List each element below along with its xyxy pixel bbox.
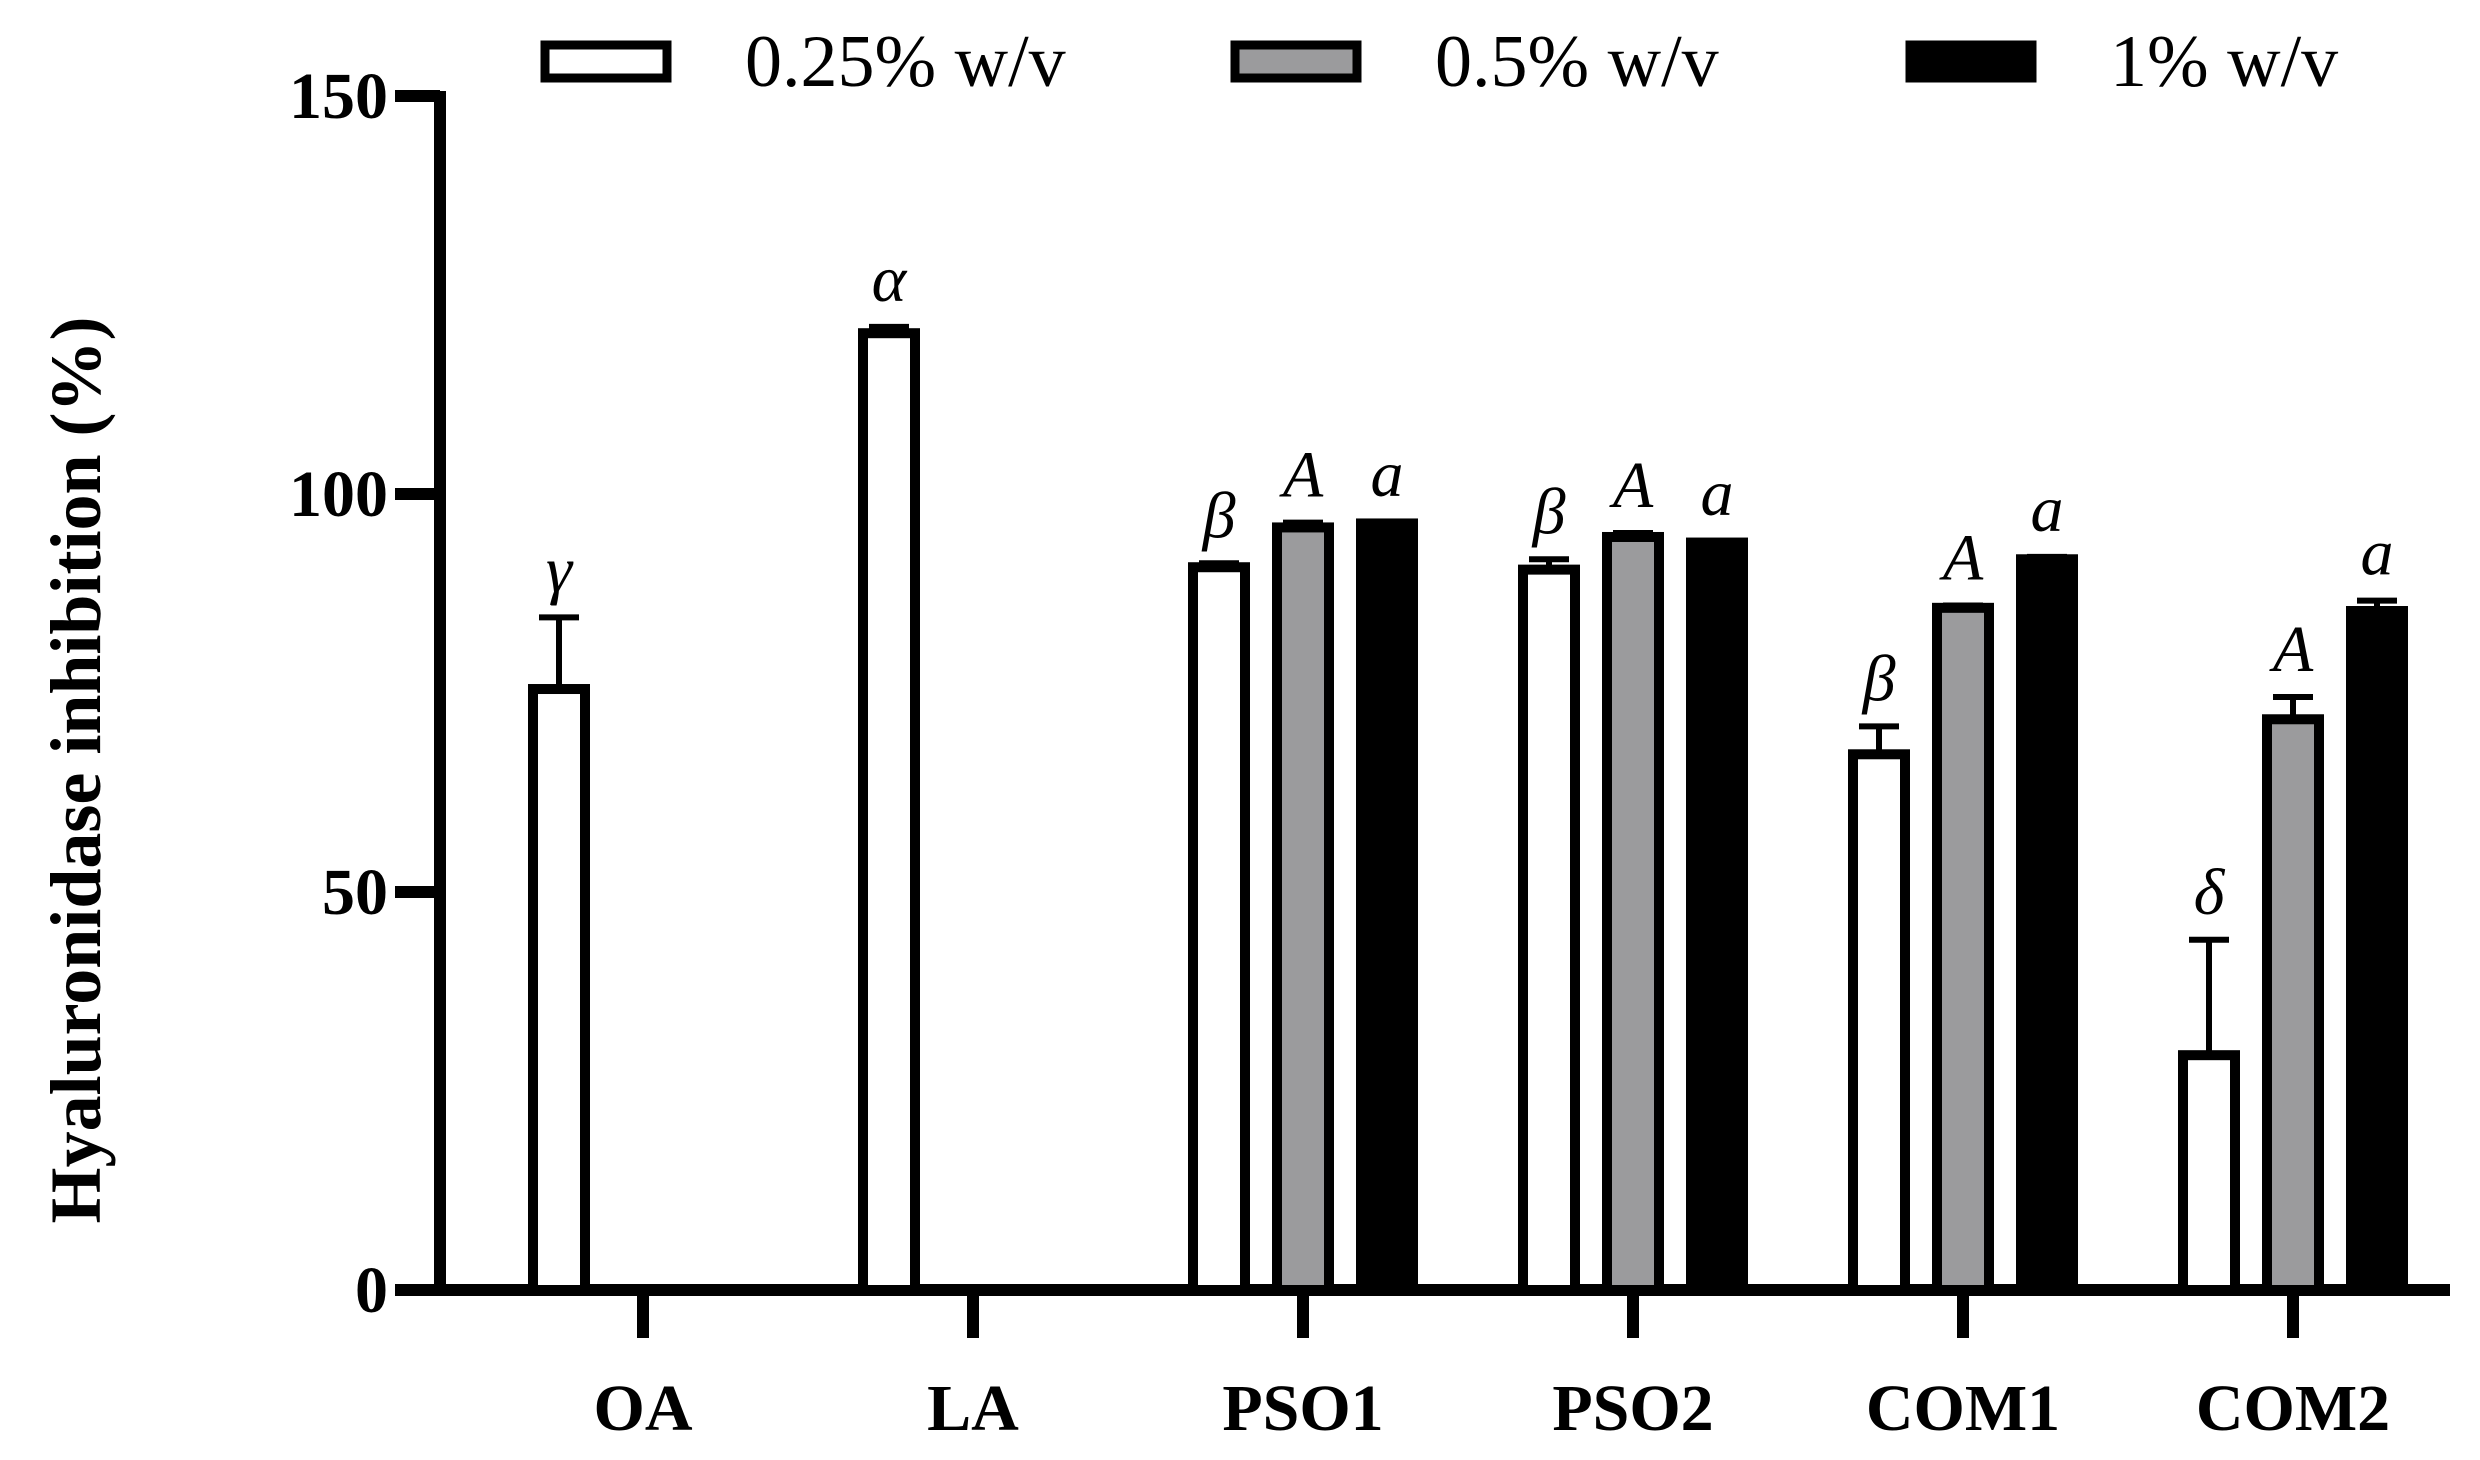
legend: 0.25% w/v 0.5% w/v 1% w/v [540, 21, 2338, 103]
bar-pso2-s3 [1686, 537, 1748, 1295]
legend-label-s1: 0.25% w/v [745, 21, 1066, 103]
sig-label-pso1-s3: a [1371, 438, 1404, 511]
bar-com2-s2 [2262, 714, 2324, 1295]
sig-label-pso2-s3: a [1701, 457, 1734, 530]
bar-pso1-s2 [1272, 522, 1334, 1295]
sig-label-com1-s3: a [2031, 473, 2064, 546]
sig-label-pso2-s1: β [1531, 475, 1566, 548]
y-tick-label-150: 150 [289, 60, 388, 133]
x-tick-label-oa: OA [594, 1372, 693, 1445]
bar-com1-s1 [1848, 749, 1910, 1295]
legend-swatch-s2 [1230, 40, 1362, 83]
sig-label-oa-s1: γ [546, 533, 574, 606]
bar-com1-s2 [1932, 602, 1994, 1295]
sig-label-com2-s3: a [2361, 517, 2394, 590]
y-tick-label-50: 50 [322, 856, 388, 929]
bar-pso2-s1 [1518, 564, 1580, 1295]
bar-com1-s3 [2016, 554, 2078, 1295]
bar-pso2-s2 [1602, 531, 1664, 1295]
bar-pso1-s1 [1188, 562, 1250, 1295]
x-tick-label-com2: COM2 [2196, 1372, 2390, 1445]
y-axis-title: Hyaluronidase inhibition (%) [36, 317, 116, 1224]
sig-label-la-s1: α [872, 243, 908, 316]
x-tick-label-la: LA [927, 1372, 1019, 1445]
legend-swatch-s3 [1905, 40, 2037, 83]
bar-com2-s1 [2178, 1050, 2240, 1296]
y-tick-label-100: 100 [289, 458, 388, 531]
x-tick-label-pso2: PSO2 [1552, 1372, 1713, 1445]
axes: 0 50 100 150 OA LA PSO1 PSO2 COM1 COM2 [289, 60, 2450, 1445]
bar-com2-s3 [2346, 606, 2408, 1295]
x-tick-label-pso1: PSO1 [1222, 1372, 1383, 1445]
bar-pso1-s3 [1356, 518, 1418, 1295]
legend-label-s2: 0.5% w/v [1435, 21, 1719, 103]
sig-label-com1-s1: β [1861, 642, 1896, 715]
sig-label-pso1-s2: A [1279, 439, 1324, 512]
legend-swatch-s1 [540, 40, 672, 83]
sig-label-pso1-s1: β [1201, 479, 1236, 552]
bar-oa-s1 [528, 684, 590, 1295]
sig-label-com1-s2: A [1939, 521, 1984, 594]
legend-label-s3: 1% w/v [2110, 21, 2338, 103]
y-tick-label-0: 0 [355, 1254, 388, 1327]
sig-label-com2-s2: A [2269, 613, 2314, 686]
sig-label-com2-s1: δ [2194, 856, 2226, 929]
bar-la-s1 [858, 328, 920, 1295]
sig-label-pso2-s2: A [1609, 449, 1654, 522]
x-tick-label-com1: COM1 [1866, 1372, 2060, 1445]
